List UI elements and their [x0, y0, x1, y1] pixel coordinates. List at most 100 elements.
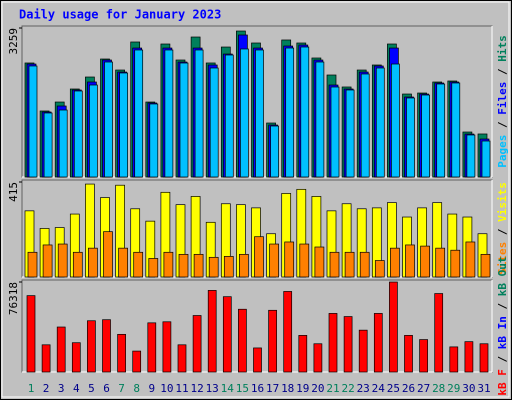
legend-separator: /: [496, 349, 509, 369]
bar: [254, 236, 264, 278]
bar: [345, 89, 355, 178]
bar: [87, 320, 96, 373]
bar: [58, 109, 68, 178]
bar: [435, 247, 446, 278]
bar: [479, 343, 489, 373]
bar: [255, 49, 264, 178]
y-tick-label: 3259: [7, 28, 20, 55]
x-tick-label: 12: [190, 382, 203, 395]
bar: [300, 46, 310, 178]
bar: [406, 97, 415, 178]
legend-separator: /: [496, 115, 509, 135]
x-tick-label: 21: [326, 382, 339, 395]
bar: [314, 246, 325, 278]
bar: [253, 347, 262, 373]
bar: [313, 343, 323, 373]
legend: Sites / Visits: [496, 182, 509, 275]
x-tick-label: 24: [372, 382, 386, 395]
bar: [285, 47, 295, 178]
bar: [374, 260, 385, 278]
legend: Pages / Files / Hits: [496, 35, 509, 168]
bar: [329, 251, 340, 278]
bar: [284, 241, 295, 278]
legend-separator: /: [496, 222, 509, 242]
bar: [148, 258, 159, 278]
x-tick-label: 11: [175, 382, 188, 395]
bar: [222, 296, 232, 373]
bar: [315, 61, 325, 178]
bar: [89, 84, 98, 178]
bar: [390, 247, 400, 278]
bar: [88, 247, 98, 278]
bar: [391, 63, 400, 178]
bar: [404, 335, 413, 373]
bar: [240, 48, 249, 178]
bar: [358, 329, 368, 373]
bar: [194, 49, 204, 178]
legend: kB F / kB In / kB Out: [496, 256, 509, 395]
x-tick-label: 18: [281, 382, 294, 395]
bar: [330, 86, 340, 178]
bar: [434, 293, 444, 373]
bar: [117, 333, 126, 373]
bar: [436, 83, 446, 178]
bar: [26, 295, 36, 373]
x-tick-label: 16: [251, 382, 264, 395]
legend-separator: /: [496, 62, 509, 82]
bar: [328, 313, 338, 373]
x-tick-label: 2: [43, 382, 50, 395]
bar: [375, 67, 385, 178]
x-tick-label: 6: [103, 382, 110, 395]
bar: [466, 134, 476, 178]
legend-entry: Hits: [496, 35, 509, 62]
x-tick-label: 9: [148, 382, 155, 395]
legend-entry: kB Out: [496, 256, 509, 296]
bar: [269, 243, 279, 278]
bar: [72, 251, 83, 278]
bar: [238, 308, 247, 373]
bar: [239, 253, 249, 278]
bar: [420, 245, 430, 278]
bar: [389, 281, 398, 373]
bar: [421, 94, 430, 178]
legend-entry: Files: [496, 82, 509, 115]
bar: [373, 313, 383, 373]
bar: [207, 290, 217, 373]
legend-separator: /: [496, 296, 509, 316]
bar: [481, 140, 491, 178]
x-tick-label: 14: [221, 382, 235, 395]
bar: [449, 346, 459, 373]
bar: [132, 350, 142, 373]
x-tick-label: 19: [296, 382, 309, 395]
bar: [299, 243, 310, 278]
bar: [164, 49, 174, 178]
bar: [119, 72, 128, 178]
bar: [71, 342, 81, 373]
x-tick-label: 13: [206, 382, 219, 395]
bar: [209, 67, 219, 178]
x-tick-label: 31: [477, 382, 490, 395]
bar: [28, 65, 38, 178]
bar: [104, 61, 113, 178]
bar: [343, 316, 353, 373]
bar: [344, 251, 355, 278]
x-tick-label: 28: [432, 382, 445, 395]
x-tick-label: 26: [402, 382, 415, 395]
bar: [179, 62, 189, 178]
bar: [405, 244, 415, 278]
bar: [298, 335, 308, 373]
bar: [193, 253, 204, 278]
legend-entry: Sites: [496, 242, 509, 275]
bar: [178, 253, 189, 278]
bar: [283, 291, 293, 373]
bar: [118, 247, 128, 278]
bar: [41, 344, 51, 373]
x-tick-label: 15: [236, 382, 249, 395]
bar: [162, 321, 172, 373]
y-tick-label: 76318: [7, 282, 20, 315]
bar: [359, 251, 370, 278]
bar: [43, 112, 53, 178]
x-tick-label: 20: [311, 382, 324, 395]
x-tick-label: 7: [118, 382, 125, 395]
